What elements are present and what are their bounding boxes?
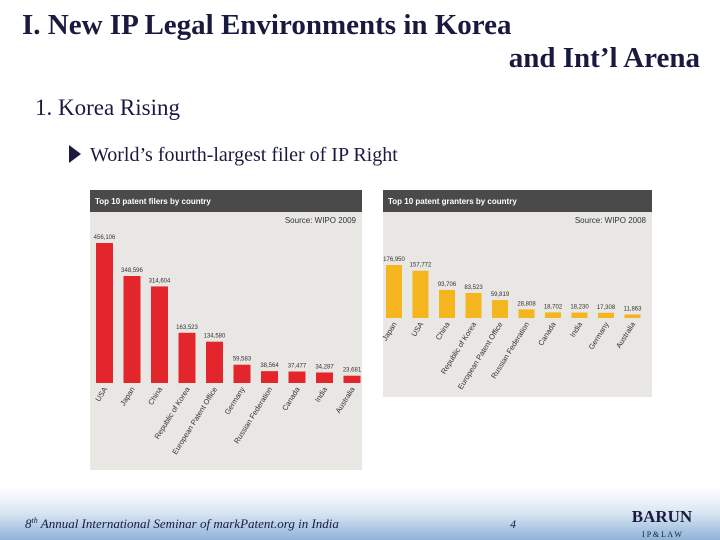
value-label: 134,580 [204, 334, 226, 340]
value-label: 93,706 [438, 282, 457, 288]
value-label: 37,477 [288, 363, 307, 369]
bar [206, 341, 223, 383]
value-label: 163,523 [176, 325, 198, 331]
bar [571, 312, 588, 318]
value-label: 17,308 [597, 305, 616, 311]
bar [412, 270, 429, 318]
page-number: 4 [510, 517, 516, 531]
value-label: 314,604 [149, 278, 171, 284]
chart-title: Top 10 patent filers by country [95, 197, 211, 206]
bar [624, 314, 641, 318]
value-label: 18,230 [570, 305, 589, 311]
bar [518, 309, 535, 318]
bar [123, 275, 141, 383]
logo-sub: I P & L A W [642, 530, 682, 539]
value-label: 348,596 [121, 268, 143, 274]
value-label: 23,681 [343, 368, 362, 374]
chart-header [90, 190, 362, 212]
value-label: 176,950 [383, 257, 405, 263]
bullet-icon [69, 145, 81, 163]
value-label: 28,808 [517, 301, 536, 307]
value-label: 83,523 [464, 285, 483, 291]
logo: BARUN [632, 507, 693, 526]
footer-text: 8th Annual International Seminar of mark… [25, 516, 339, 531]
bar [288, 371, 306, 383]
bar [386, 265, 402, 318]
chart-header [383, 190, 652, 212]
title: I. New IP Legal Environments in Korea [22, 9, 512, 41]
value-label: 18,702 [544, 304, 563, 310]
bar [96, 243, 113, 383]
value-label: 11,863 [624, 306, 643, 312]
bar [316, 372, 333, 383]
value-label: 34,287 [315, 364, 334, 370]
title: and Int’l Arena [509, 42, 701, 74]
section-heading: 1. Korea Rising [35, 95, 181, 120]
value-label: 456,106 [94, 235, 116, 241]
bar [261, 371, 278, 383]
bar [233, 364, 251, 383]
footer-band [0, 488, 720, 540]
footer-text: Annual International Seminar of markPate… [38, 516, 340, 531]
bar [343, 375, 361, 383]
chart-source: Source: WIPO 2009 [285, 216, 357, 225]
value-label: 59,819 [491, 292, 510, 298]
value-label: 38,564 [260, 363, 279, 369]
bar [439, 289, 455, 318]
bar [465, 292, 482, 318]
bar [151, 286, 168, 383]
bullet-text: World’s fourth-largest filer of IP Right [90, 144, 398, 166]
footer-sup: th [32, 516, 38, 525]
bar [178, 332, 196, 383]
chart-source: Source: WIPO 2008 [575, 216, 647, 225]
bar [598, 312, 614, 318]
chart-title: Top 10 patent granters by country [388, 197, 517, 206]
bar [492, 300, 508, 318]
footer-num: 8 [25, 516, 32, 531]
value-label: 59,583 [233, 357, 252, 363]
bar [545, 312, 561, 318]
value-label: 157,772 [410, 263, 432, 269]
